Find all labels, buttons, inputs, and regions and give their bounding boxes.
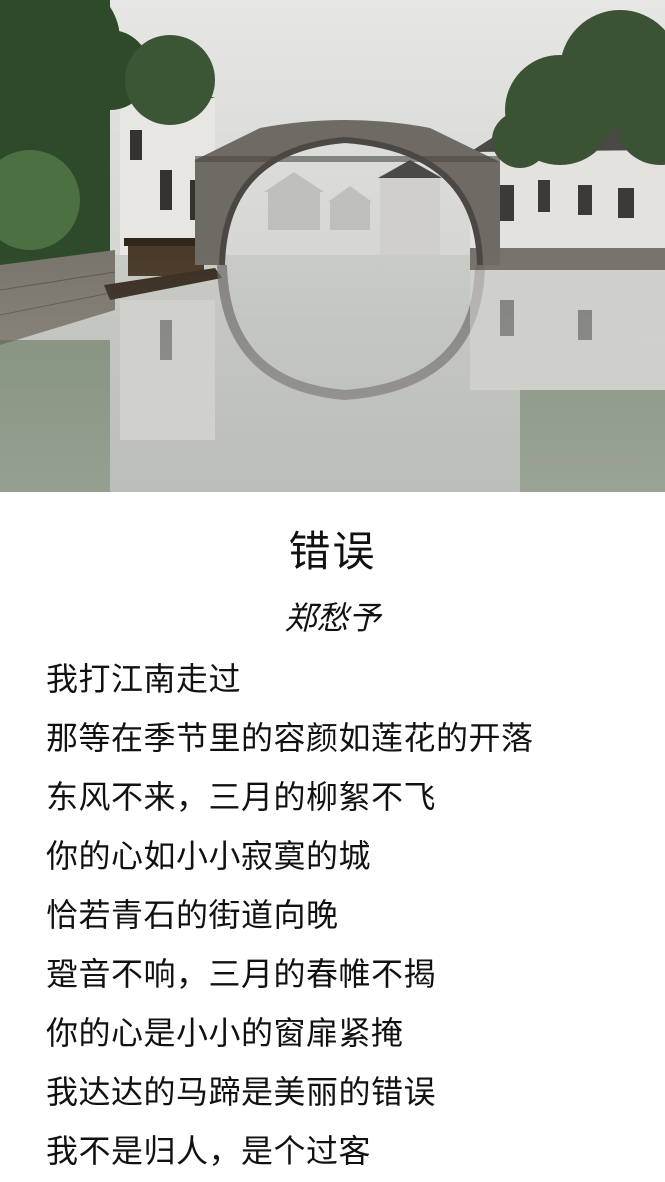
poem-line: 你的心是小小的窗扉紧掩 [46,1014,404,1052]
poem-line: 东风不来，三月的柳絮不飞 [46,778,437,816]
poem-line: 你的心如小小寂寞的城 [46,837,372,875]
poem-title: 错误 [288,527,377,576]
poem-line: 我不是归人，是个过客 [46,1132,372,1170]
poem-author: 郑愁予 [284,599,381,637]
poem-line: 我达达的马蹄是美丽的错误 [46,1073,437,1111]
poem-line: 那等在季节里的容颜如莲花的开落 [46,719,534,757]
poem-body: 我打江南走过 那等在季节里的容颜如莲花的开落 东风不来，三月的柳絮不飞 你的心如… [46,650,646,1181]
canal-bridge-photo [0,0,665,492]
poem-line: 恰若青石的街道向晚 [46,896,339,934]
poem-line: 跫音不响，三月的春帷不揭 [46,955,437,993]
poem-line: 我打江南走过 [46,660,242,698]
